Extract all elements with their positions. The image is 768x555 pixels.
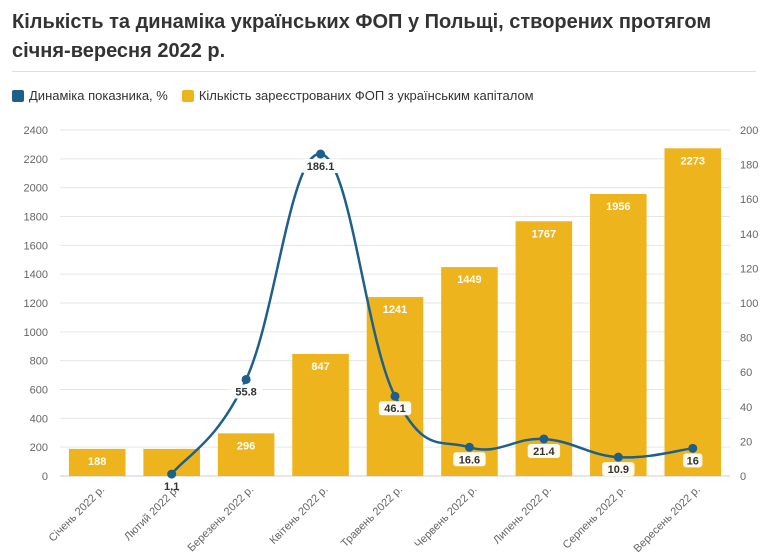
bar (217, 433, 275, 476)
line-point (613, 452, 623, 462)
y-left-tick-label: 200 (30, 442, 48, 454)
line-point (539, 434, 549, 444)
line-label-bg (602, 462, 635, 477)
bar-value-label: 847 (311, 361, 329, 373)
x-tick-label: Квітень 2022 р. (268, 484, 331, 547)
y-left-tick-label: 600 (30, 385, 48, 397)
bar (590, 194, 647, 476)
line-value-label: 10.9 (608, 464, 629, 476)
y-right-tick-label: 160 (740, 194, 758, 206)
chart-title: Кількість та динаміка українських ФОП у … (12, 11, 712, 62)
y-right-tick-label: 180 (740, 160, 758, 172)
line-point (316, 149, 326, 159)
bar (292, 353, 349, 476)
line-label-bg (683, 453, 703, 468)
y-left-tick-label: 1200 (24, 298, 48, 310)
x-tick-label: Липень 2022 р. (491, 484, 554, 547)
bar-value-label: 1241 (383, 304, 407, 316)
title-divider (12, 71, 756, 72)
line-label-bg (158, 479, 185, 494)
y-left-tick-label: 2000 (24, 183, 48, 195)
bar (515, 221, 573, 476)
line-value-label: 46.1 (384, 403, 405, 415)
y-left-tick-label: 1800 (24, 212, 48, 224)
y-left-tick-label: 1600 (24, 240, 48, 252)
bar (366, 297, 424, 476)
y-left-tick-label: 800 (30, 356, 48, 368)
line-point (167, 469, 177, 479)
bar-value-label: 1449 (457, 274, 481, 286)
legend-label-line: Динаміка показника, % (29, 88, 168, 103)
legend-swatch-line (12, 89, 24, 102)
line-point (688, 443, 698, 453)
x-tick-label: Січень 2022 р. (47, 484, 108, 545)
data-labels: 188 296 847 1241 1449 1767 1956 2273 1.1 55.8 186.… (88, 155, 705, 494)
x-tick-label: Вересень 2022 р. (632, 484, 703, 555)
legend-item-bar[interactable]: Кількість зареєстрованих ФОП з українськ… (181, 88, 534, 103)
bar (664, 148, 722, 476)
x-tick-label: Травень 2022 р. (339, 484, 405, 550)
line-label-bg (229, 384, 263, 399)
y-left-tick-label: 400 (30, 413, 48, 425)
x-tick-label: Червень 2022 р. (412, 484, 479, 551)
bar-value-label: 2273 (681, 155, 705, 167)
bar-series (68, 148, 722, 476)
line-value-label: 1.1 (164, 481, 179, 493)
series-line (170, 152, 693, 475)
line-point (241, 374, 251, 384)
y-right-tick-label: 140 (740, 229, 758, 241)
line-value-label: 55.8 (235, 386, 256, 398)
y-right-tick-label: 60 (740, 367, 752, 379)
y-left-tick-label: 2400 (24, 125, 48, 137)
x-tick-label: Серпень 2022 р. (561, 484, 629, 552)
line-label-bg (453, 452, 486, 467)
bar-value-label: 1767 (532, 228, 556, 240)
x-tick-label: Лютий 2022 р. (122, 484, 182, 544)
y-right-tick-label: 40 (740, 402, 752, 414)
y-right-tick-label: 200 (740, 125, 758, 137)
y-right-tick-label: 20 (740, 436, 752, 448)
line-label-bg (378, 401, 412, 416)
line-point (464, 442, 474, 452)
bar-value-label: 296 (237, 440, 255, 452)
y-right-tick-label: 100 (740, 298, 758, 310)
x-tick-label: Березень 2022 р. (186, 484, 257, 555)
line-series (167, 149, 698, 479)
bar-value-label: 188 (88, 456, 106, 468)
line-point (390, 391, 400, 401)
line-label-bg (527, 443, 561, 458)
y-left-tick-label: 1400 (24, 269, 48, 281)
bar (441, 267, 498, 476)
y-right-tick-label: 120 (740, 263, 758, 275)
line-value-label: 16 (687, 455, 699, 467)
legend-label-bar: Кількість зареєстрованих ФОП з українськ… (198, 88, 534, 103)
y-right-tick-label: 80 (740, 333, 752, 345)
y-right-tick-label: 0 (740, 471, 746, 483)
y-left-tick-label: 1000 (24, 327, 48, 339)
bar (68, 448, 126, 476)
y-left-tick-label: 2200 (24, 154, 48, 166)
legend-item-line[interactable]: Динаміка показника, % (12, 88, 168, 103)
line-value-label: 16.6 (459, 454, 480, 466)
bar-value-label: 1956 (606, 201, 630, 213)
y-left-tick-label: 0 (42, 471, 48, 483)
legend-swatch-bar (181, 89, 194, 102)
chart-legend: Динаміка показника, % Кількість зареєстр… (12, 88, 548, 103)
line-value-label: 186.1 (307, 161, 335, 173)
line-label-bg (301, 159, 341, 174)
line-value-label: 21.4 (533, 446, 555, 458)
